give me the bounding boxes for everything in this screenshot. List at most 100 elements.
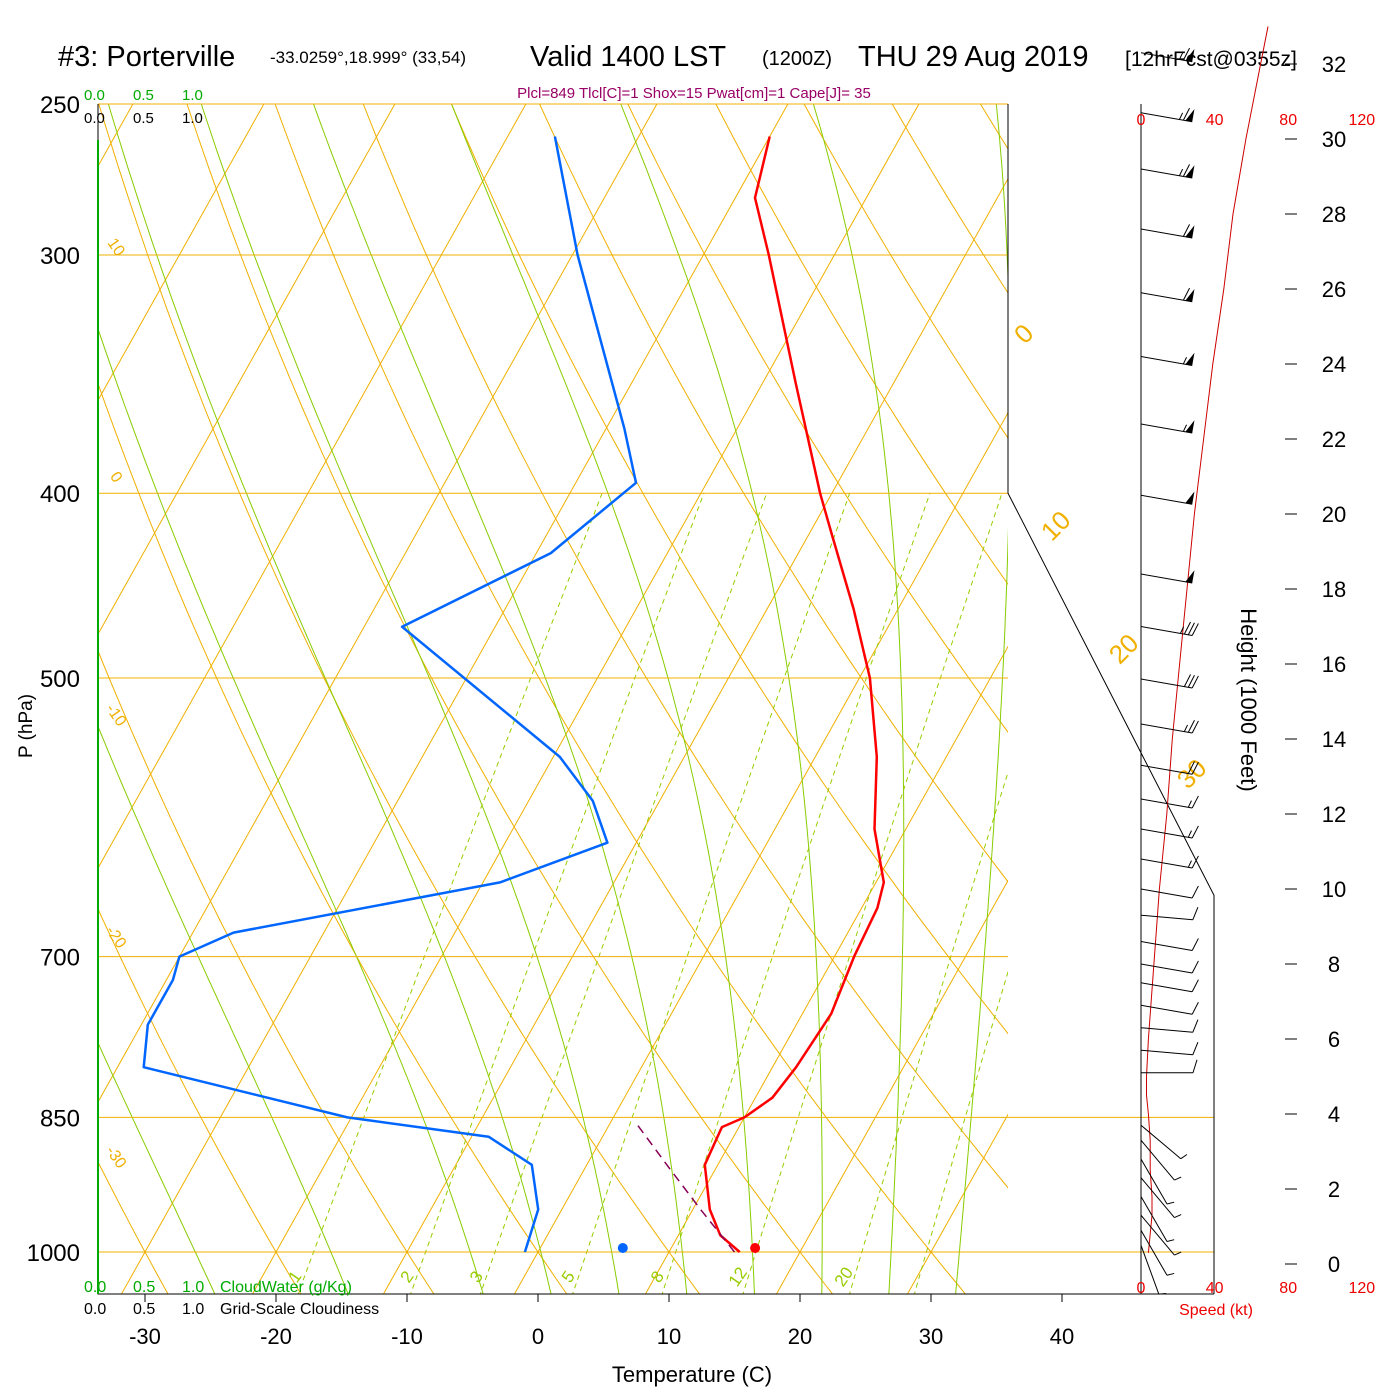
dry-adiabat	[1309, 70, 1400, 1331]
plot-boundary	[97, 104, 1215, 1295]
wind-barb	[1140, 287, 1195, 303]
wind-barb	[1140, 47, 1195, 63]
cloud-scale-bottom-black-2: 1.0	[182, 1301, 204, 1318]
speed-tick-label-bottom: 40	[1206, 1280, 1224, 1297]
mixing-ratio-line	[848, 770, 1008, 1294]
pressure-tick-label: 250	[40, 92, 80, 119]
wind-barb	[1140, 621, 1199, 636]
adiabat-label: 20	[1103, 628, 1145, 670]
wind-barb	[1140, 1158, 1175, 1205]
y-axis-title: P (hPa)	[16, 694, 37, 758]
utc-time: (1200Z)	[762, 48, 832, 70]
dry-adiabat	[979, 104, 1008, 150]
mixing-ratio-label: 12	[725, 1264, 751, 1290]
mixing-ratio-line	[479, 493, 768, 1294]
isotherm-line	[645, 645, 1008, 1294]
adiabat-label: 30	[1171, 753, 1213, 795]
wind-barb	[1140, 761, 1199, 775]
isotherm-line	[121, 104, 789, 1294]
isotherm-label: -30	[102, 1143, 129, 1172]
pressure-tick-label: 300	[40, 243, 80, 270]
height-tick-label: 20	[1322, 502, 1346, 527]
isotherm-line	[0, 104, 2, 1294]
temperature-profile	[703, 136, 886, 1253]
wind-barb	[1140, 1245, 1167, 1295]
height-tick-label: 8	[1328, 952, 1340, 977]
frame-left-bottom	[97, 104, 1214, 1295]
mixing-ratio-line	[742, 493, 1003, 1294]
isotherm-line	[383, 177, 1008, 1294]
isotherm-label: -10	[102, 701, 129, 730]
dry-adiabat	[1396, 70, 1400, 1331]
height-tick-label: 4	[1328, 1102, 1340, 1127]
wind-barb	[1140, 1177, 1182, 1219]
height-axis-title: Height (1000 Feet)	[1236, 608, 1261, 791]
height-tick-label: 14	[1322, 727, 1346, 752]
dry-adiabat	[98, 649, 435, 1294]
dry-adiabat	[891, 104, 1008, 294]
wind-barb	[1140, 420, 1195, 434]
station-title: #3: Porterville	[58, 41, 235, 73]
x-axis-title: Temperature (C)	[612, 1362, 772, 1387]
dry-adiabat	[450, 104, 1008, 1035]
wind-barb	[1140, 1019, 1199, 1033]
speed-tick-label-top: 40	[1206, 112, 1224, 129]
isotherm-line	[1169, 104, 1400, 1294]
wind-barb	[1140, 352, 1195, 366]
skewt-grid	[0, 70, 1400, 1331]
valid-time: Valid 1400 LST	[530, 41, 726, 73]
cloud-scale-bottom-green-1: 0.5	[133, 1279, 155, 1296]
cloudwater-label: CloudWater (g/Kg)	[220, 1279, 352, 1296]
mixing-ratio-line	[297, 493, 603, 1294]
mixing-ratio-label: 8	[647, 1268, 668, 1287]
isotherm-label: 10	[104, 235, 128, 259]
isotherm-line	[514, 411, 1008, 1294]
moist-adiabat	[1018, 104, 1145, 1331]
mixing-ratio-line	[572, 493, 851, 1294]
wind-barb	[1140, 164, 1195, 179]
frame-right-edge	[1007, 104, 1215, 1294]
mixing-ratio-label: 5	[558, 1268, 579, 1287]
wind-barb	[1140, 906, 1199, 921]
moist-adiabat	[812, 104, 905, 1294]
moist-adiabat	[98, 1041, 216, 1294]
wind-barb	[1140, 825, 1199, 839]
wind-barb	[1140, 570, 1195, 584]
dry-adiabat	[1134, 70, 1400, 1331]
height-tick-label: 0	[1328, 1252, 1340, 1277]
height-tick-label: 12	[1322, 802, 1346, 827]
pressure-tick-label: 850	[40, 1105, 80, 1132]
wind-barb	[1140, 960, 1199, 974]
cloudiness-label: Grid-Scale Cloudiness	[220, 1301, 379, 1318]
x-tick-label: 40	[1050, 1324, 1074, 1349]
x-tick-label: -10	[391, 1324, 423, 1349]
wind-barb	[1140, 224, 1195, 239]
dry-adiabat	[627, 104, 1008, 733]
wind-barb	[1140, 979, 1199, 993]
speed-tick-label-top: 80	[1279, 112, 1297, 129]
cloud-scale-top-green-0: 0.0	[84, 87, 105, 104]
dry-adiabat	[715, 104, 1008, 586]
height-tick-label: 10	[1322, 877, 1346, 902]
mixing-ratio-line	[661, 493, 931, 1294]
wind-barb	[1140, 885, 1199, 899]
dry-adiabat	[274, 104, 967, 1294]
wind-barb	[1140, 855, 1199, 869]
moist-adiabat	[620, 104, 823, 1294]
wind-barb	[1140, 795, 1199, 809]
x-tick-label: 10	[657, 1324, 681, 1349]
height-tick-label: 6	[1328, 1027, 1340, 1052]
moist-adiabat	[955, 104, 1008, 1294]
height-tick-label: 18	[1322, 577, 1346, 602]
pressure-tick-label: 400	[40, 481, 80, 508]
moist-adiabat	[451, 104, 755, 1294]
wind-barb	[1140, 1059, 1198, 1074]
wind-barb	[1140, 1214, 1182, 1256]
isotherm-line	[252, 104, 920, 1294]
dewpoint-profile	[142, 136, 638, 1253]
mixing-ratio-line	[410, 493, 705, 1294]
x-tick-label: 0	[532, 1324, 544, 1349]
mixing-ratio-line	[913, 970, 1008, 1294]
